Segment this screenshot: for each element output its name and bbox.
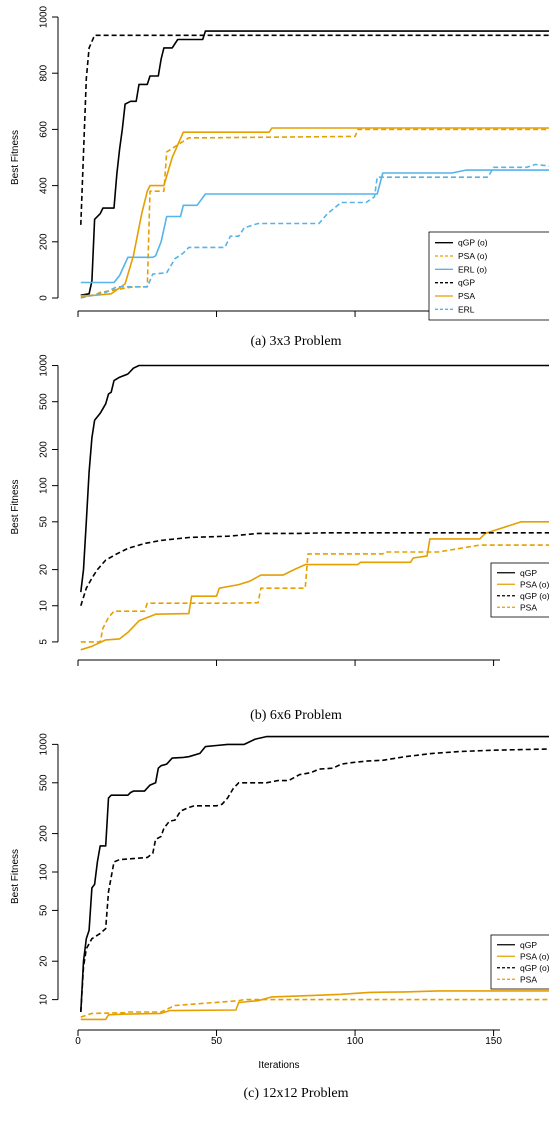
series-line-qgp-o	[80, 532, 549, 607]
x-tick-label: 50	[211, 1036, 223, 1047]
y-tick-label: 200	[39, 233, 50, 250]
plot-area	[80, 30, 549, 299]
y-tick-label: 0	[39, 295, 50, 301]
series-line-erl-o	[80, 169, 549, 284]
y-axis-title: Best Fitness	[10, 849, 21, 904]
y-tick-label: 1000	[39, 5, 50, 28]
x-axis-title: Iterations	[258, 1060, 299, 1071]
y-tick-label: 20	[39, 955, 50, 967]
series-line-psa-o	[80, 521, 549, 651]
series-line-qgp	[80, 735, 549, 1013]
panel-caption: (a) 3x3 Problem	[251, 334, 342, 349]
x-axis: 0 50 100 150 Iterations	[75, 1029, 502, 1071]
legend-label: ERL (o)	[458, 264, 487, 274]
y-tick-label: 20	[39, 564, 50, 576]
y-tick-label: 800	[39, 64, 50, 81]
legend-box	[490, 934, 549, 990]
plot-area	[80, 364, 549, 651]
series-line-psa-o	[80, 990, 549, 1021]
y-tick-label: 200	[39, 441, 50, 458]
y-tick-label: 10	[39, 994, 50, 1006]
series-line-erl	[80, 163, 549, 299]
y-axis: 5 10 20 50 100 200 500 1000 Best Fitness	[10, 354, 59, 645]
y-tick-label: 1000	[39, 733, 50, 756]
x-tick-label: 100	[347, 1036, 364, 1047]
y-tick-label: 500	[39, 393, 50, 410]
x-axis	[77, 659, 500, 666]
y-tick-label: 1000	[39, 354, 50, 377]
y-tick-label: 600	[39, 121, 50, 138]
series-line-qgp	[80, 364, 549, 593]
y-tick-label: 50	[39, 904, 50, 916]
y-tick-label: 500	[39, 774, 50, 791]
series-line-qgp-o	[80, 30, 549, 296]
legend-label: PSA	[520, 602, 537, 612]
legend-label: qGP (o)	[520, 963, 549, 973]
legend-label: qGP	[520, 568, 537, 578]
legend-label: ERL	[458, 304, 475, 314]
legend-label: qGP (o)	[458, 238, 488, 248]
legend-label: qGP	[458, 278, 475, 288]
y-tick-label: 50	[39, 516, 50, 528]
y-tick-label: 5	[39, 639, 50, 645]
y-axis-title: Best Fitness	[10, 130, 21, 185]
panel-caption: (c) 12x12 Problem	[244, 1086, 349, 1101]
panel-caption: (b) 6x6 Problem	[250, 708, 342, 723]
y-tick-label: 100	[39, 477, 50, 494]
y-tick-label: 400	[39, 177, 50, 194]
series-line-qgp	[80, 34, 549, 225]
legend-box	[490, 562, 549, 618]
y-axis-title: Best Fitness	[10, 479, 21, 534]
series-line-psa	[80, 127, 549, 298]
series-line-psa	[80, 998, 549, 1018]
plot-area	[80, 735, 549, 1021]
legend-label: qGP	[520, 940, 537, 950]
series-line-qgp-o	[80, 748, 549, 1013]
legend-label: PSA	[520, 974, 537, 984]
y-tick-label: 200	[39, 825, 50, 842]
legend-label: PSA (o)	[520, 951, 549, 961]
series-line-psa-o	[80, 128, 549, 297]
y-tick-label: 100	[39, 863, 50, 880]
legend-label: PSA (o)	[458, 251, 487, 261]
legend-box	[428, 231, 549, 321]
legend-label: PSA	[458, 291, 475, 301]
x-tick-label: 150	[485, 1036, 502, 1047]
y-axis: 0 200 400 600 800 1000 Best Fitness	[10, 5, 59, 301]
y-axis: 10 20 50 100 200 500 1000 Best Fitness	[10, 733, 59, 1006]
legend-label: PSA (o)	[520, 579, 549, 589]
legend-label: qGP (o)	[520, 591, 549, 601]
x-tick-label: 0	[75, 1036, 81, 1047]
series-line-psa	[80, 544, 549, 643]
legend: qGP (o) PSA (o) ERL (o) qGP PSA ERL	[428, 231, 549, 321]
y-tick-label: 10	[39, 600, 50, 612]
panel-c-12x12-problem: 10 20 50 100 200 500 1000 Best Fitness 0 50 100 150…	[10, 733, 549, 1101]
panel-a-3x3-problem: 0 200 400 600 800 1000 Best Fitness qGP (o) PSA …	[10, 5, 549, 349]
